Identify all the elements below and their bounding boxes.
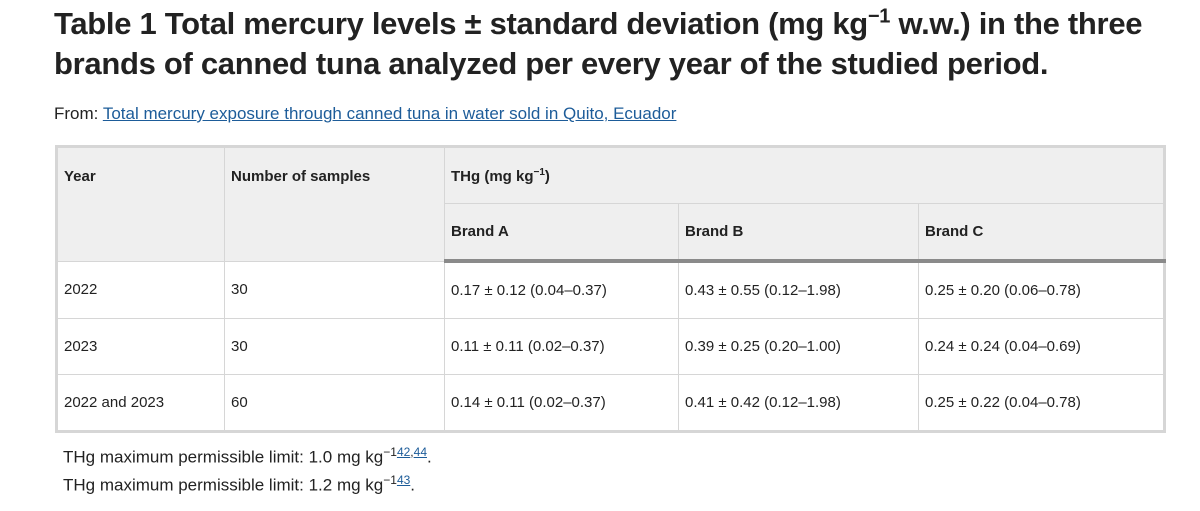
table-row: 2022 and 2023 60 0.14 ± 0.11 (0.02–0.37) 0.…: [56, 374, 1166, 432]
table-cell: 0.25 ± 0.22 (0.04–0.78): [917, 374, 1166, 432]
superscript-text: −1: [383, 473, 397, 487]
header-text: ): [544, 167, 550, 185]
header-text: THg (mg kg: [451, 167, 534, 185]
table-cell: 0.39 ± 0.25 (0.20–1.00): [678, 318, 919, 375]
table-cell: 0.24 ± 0.24 (0.04–0.69): [917, 318, 1166, 375]
source-label: From:: [54, 104, 99, 123]
table-cell: 0.11 ± 0.11 (0.02–0.37): [444, 318, 679, 375]
reference-link[interactable]: 42: [396, 445, 411, 459]
header-cell: Number of samples: [224, 146, 445, 262]
title-text: Table 1 Total mercury levels ± standard …: [54, 6, 868, 41]
reference-link[interactable]: 44: [413, 445, 427, 459]
table-cell: 0.17 ± 0.12 (0.04–0.37): [444, 260, 679, 319]
data-table: Year Number of samples THg (mg kg−1) Bra…: [55, 145, 1167, 433]
source-line: From: Total mercury exposure through can…: [54, 104, 676, 124]
footnote-end: .: [410, 475, 416, 495]
table-cell: 0.14 ± 0.11 (0.02–0.37): [444, 374, 679, 432]
header-cell: Brand A: [444, 203, 679, 263]
footnote-superscript: −143: [383, 473, 410, 487]
table-row: 2023 30 0.11 ± 0.11 (0.02–0.37) 0.39 ± 0.25…: [56, 318, 1166, 375]
table-row: 2022 30 0.17 ± 0.12 (0.04–0.37) 0.43 ± 0.55…: [56, 260, 1166, 319]
table-cell: 2022 and 2023: [56, 374, 225, 432]
header-cell: Brand B: [678, 203, 919, 263]
reference-link[interactable]: 43: [396, 473, 411, 487]
table-cell: 2023: [56, 318, 225, 375]
footnote-text: THg maximum permissible limit: 1.0 mg kg: [63, 447, 384, 467]
superscript-text: −1: [383, 445, 397, 459]
table-cell: 30: [224, 318, 445, 375]
table-cell: 0.43 ± 0.55 (0.12–1.98): [678, 260, 919, 319]
title-text: w.w.) in the three brands of canned tuna…: [54, 6, 1143, 81]
footnote: THg maximum permissible limit: 1.2 mg kg…: [63, 473, 415, 496]
table-cell: 30: [224, 260, 445, 319]
footnote-superscript: −142,44: [383, 445, 427, 459]
header-cell: THg (mg kg−1): [443, 146, 1166, 204]
header-cell: Brand C: [917, 203, 1166, 263]
source-link[interactable]: Total mercury exposure through canned tu…: [102, 104, 677, 123]
table-cell: 60: [224, 374, 445, 432]
table-cell: 2022: [56, 260, 225, 319]
table-cell: 0.25 ± 0.20 (0.06–0.78): [917, 260, 1166, 319]
footnote: THg maximum permissible limit: 1.0 mg kg…: [63, 445, 432, 468]
table-title: Table 1 Total mercury levels ± standard …: [54, 4, 1164, 84]
ref-separator: ,: [410, 445, 414, 459]
table-cell: 0.41 ± 0.42 (0.12–1.98): [678, 374, 919, 432]
header-superscript: −1: [533, 166, 545, 178]
footnote-text: THg maximum permissible limit: 1.2 mg kg: [63, 475, 384, 495]
title-superscript: −1: [867, 5, 891, 28]
header-cell: Year: [56, 146, 225, 262]
footnote-end: .: [427, 447, 432, 467]
